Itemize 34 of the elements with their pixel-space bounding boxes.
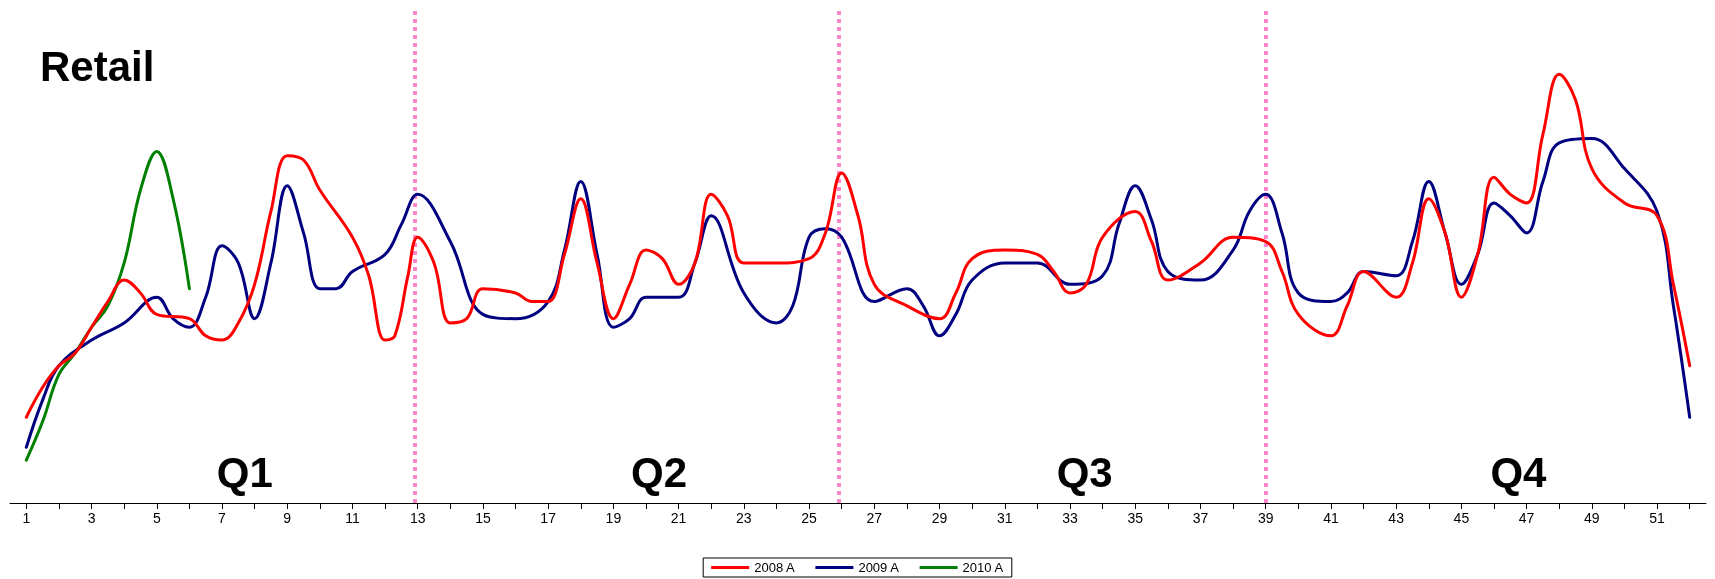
x-tick-label: 47 xyxy=(1518,510,1535,526)
x-tick-label: 45 xyxy=(1453,510,1470,526)
x-tick-label: 51 xyxy=(1649,510,1666,526)
annotation: Q4 xyxy=(1490,449,1548,497)
x-tick-label: 41 xyxy=(1323,510,1339,526)
x-tick-label: 27 xyxy=(866,510,883,526)
x-tick-label: 35 xyxy=(1127,510,1144,526)
x-tick-label: 5 xyxy=(152,510,161,526)
x-tick-label: 49 xyxy=(1584,510,1600,526)
x-tick-label: 9 xyxy=(283,510,292,526)
x-tick-label: 1 xyxy=(22,510,31,526)
x-tick-label: 3 xyxy=(87,510,96,526)
x-tick-label: 17 xyxy=(540,510,557,526)
x-tick-label: 7 xyxy=(218,510,227,526)
x-tick-label: 11 xyxy=(345,510,360,526)
x-tick-label: 31 xyxy=(996,510,1013,526)
annotation: Q3 xyxy=(1056,449,1113,497)
x-tick-label: 23 xyxy=(736,510,752,526)
x-tick-label: 33 xyxy=(1062,510,1078,526)
x-tick-label: 43 xyxy=(1388,510,1405,526)
x-tick-label: 15 xyxy=(475,510,491,526)
x-tick-label: 39 xyxy=(1257,510,1274,526)
legend-label: 2009 A xyxy=(858,560,900,575)
x-tick-label: 13 xyxy=(409,510,426,526)
legend-label: 2008 A xyxy=(754,560,796,575)
x-tick-label: 19 xyxy=(605,510,622,526)
chart-title: Retail xyxy=(40,42,155,90)
annotation: Q2 xyxy=(631,449,688,497)
x-tick-label: 29 xyxy=(931,510,948,526)
legend-label: 2010 A xyxy=(962,560,1004,575)
x-tick-label: 37 xyxy=(1192,510,1209,526)
x-tick-label: 25 xyxy=(801,510,818,526)
x-tick-label: 21 xyxy=(670,510,687,526)
annotation: Q1 xyxy=(216,449,273,497)
